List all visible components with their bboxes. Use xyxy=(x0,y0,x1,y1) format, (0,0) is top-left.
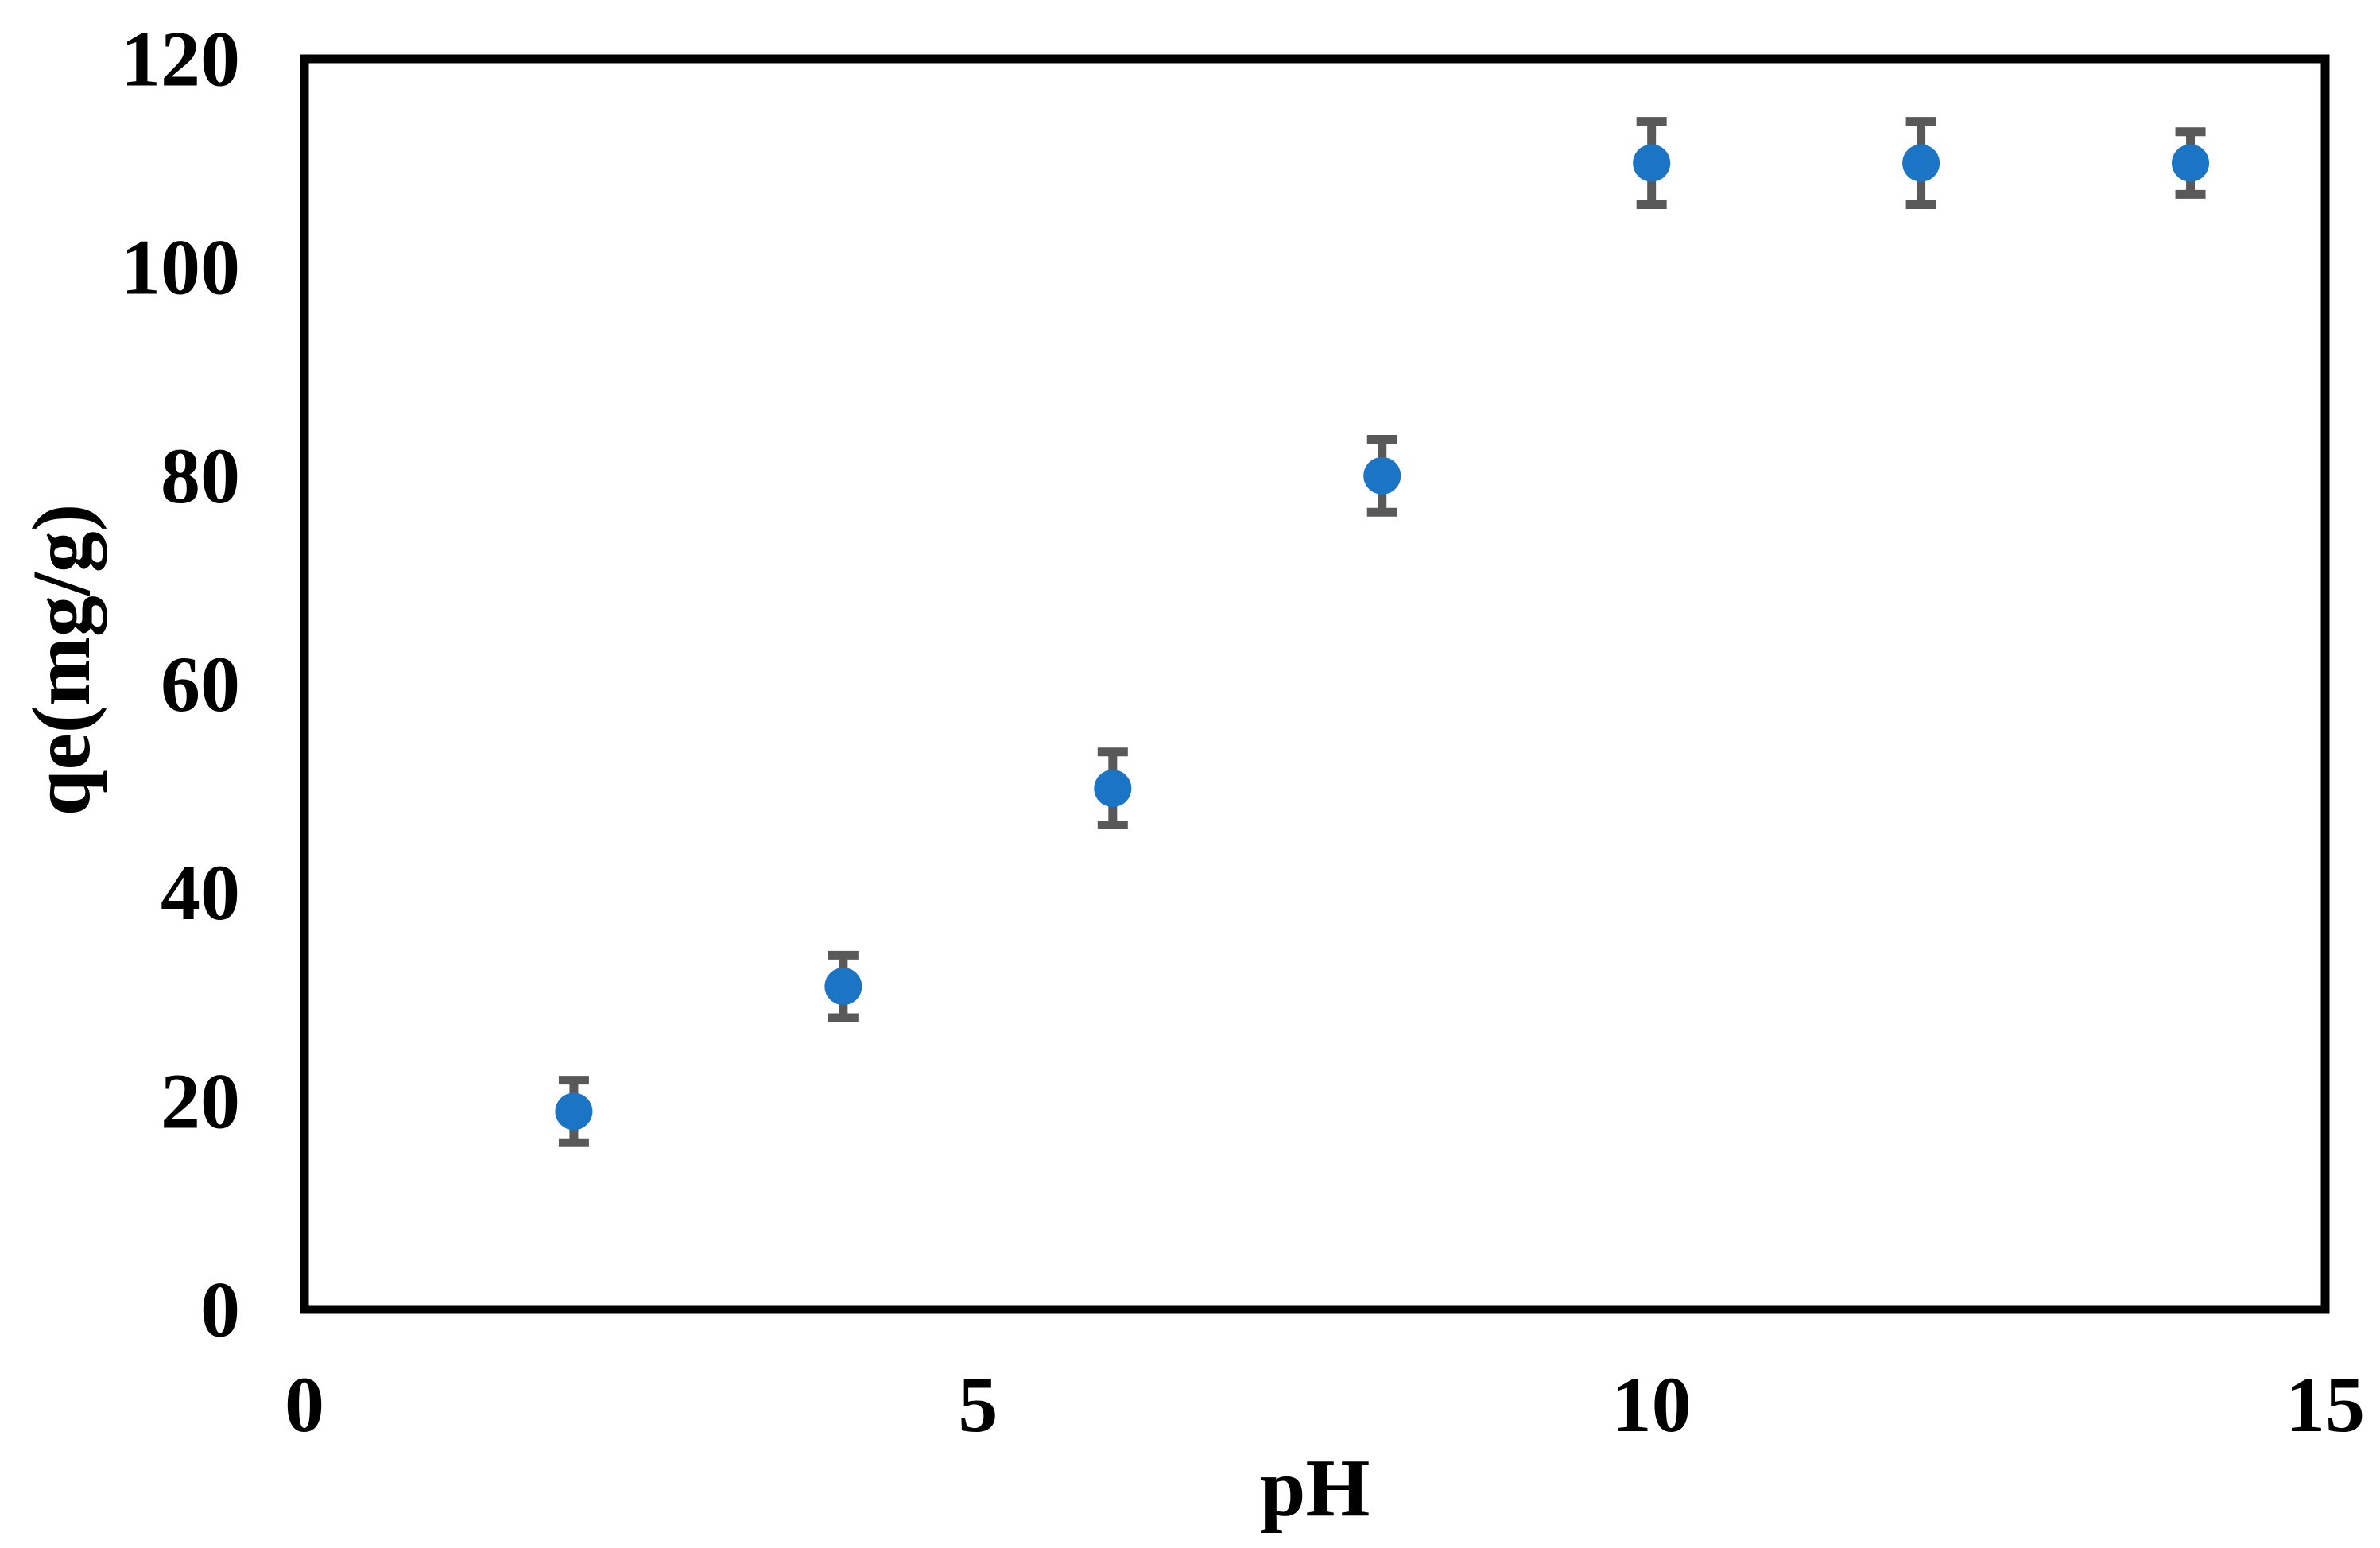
data-point xyxy=(1633,144,1671,182)
y-tick-label: 20 xyxy=(161,1057,240,1145)
data-point xyxy=(824,968,862,1006)
y-tick-label: 100 xyxy=(121,223,240,312)
y-tick-label: 40 xyxy=(161,848,240,937)
data-point xyxy=(2172,144,2210,182)
data-point xyxy=(1094,770,1132,808)
y-tick-label: 80 xyxy=(161,432,240,520)
tick-labels-layer: 0 20 40 60 80 100 120 0 5 10 15 xyxy=(121,15,2365,1449)
series-qe-vs-pH xyxy=(555,117,2210,1147)
data-point xyxy=(1363,456,1401,495)
plot-border xyxy=(300,54,2330,1314)
x-tick-label: 5 xyxy=(958,1360,998,1449)
y-tick-label: 60 xyxy=(161,640,240,728)
x-tick-label: 15 xyxy=(2285,1360,2365,1449)
x-axis-title: pH xyxy=(1260,1442,1370,1534)
y-tick-label: 120 xyxy=(121,15,240,103)
x-tick-label: 0 xyxy=(285,1360,324,1449)
y-axis-title: qe(mg/g) xyxy=(16,504,107,817)
data-point xyxy=(1902,144,1940,182)
x-tick-label: 10 xyxy=(1612,1360,1692,1449)
data-point xyxy=(555,1092,593,1131)
axes-layer xyxy=(300,54,2330,1314)
y-tick-label: 0 xyxy=(200,1266,240,1354)
series-layer xyxy=(555,117,2210,1147)
